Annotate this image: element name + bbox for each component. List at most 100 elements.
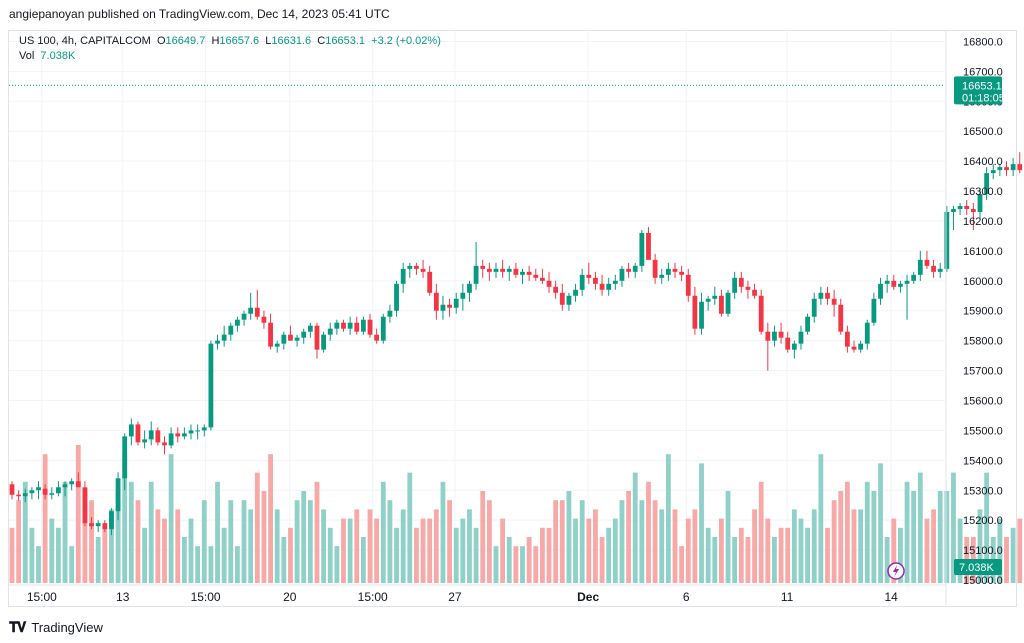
candle-body — [878, 283, 883, 299]
volume-bar — [480, 491, 486, 583]
candle-body — [201, 427, 207, 431]
candle-body — [898, 283, 903, 287]
price-tick-label: 16300.0 — [963, 186, 1003, 198]
tradingview-logo-icon[interactable]: 𝐓𝐕 — [9, 619, 26, 635]
candle-body — [414, 265, 419, 269]
volume-bar — [188, 518, 194, 583]
brand-name[interactable]: TradingView — [31, 620, 103, 635]
candle-body — [268, 322, 273, 347]
candle-body — [347, 322, 353, 329]
candle-body — [533, 274, 539, 278]
candle-body — [301, 331, 307, 338]
volume-bar — [858, 509, 864, 583]
candle-body — [665, 268, 671, 275]
candle-body — [36, 487, 41, 491]
candle-body — [440, 304, 446, 311]
candle-body — [128, 424, 134, 437]
candle-body — [427, 271, 433, 293]
price-tick-label: 16700.0 — [963, 66, 1003, 78]
candles — [9, 84, 1024, 536]
candle-body — [288, 334, 293, 341]
volume-bar — [725, 491, 731, 583]
candle-body — [705, 298, 711, 302]
volume-tag-text: 7.038K — [959, 562, 995, 574]
volume-bar — [155, 509, 161, 583]
candle-body — [699, 301, 704, 329]
candle-body — [957, 206, 963, 210]
candle-body — [725, 292, 731, 314]
volume-bar — [606, 527, 612, 583]
candle-body — [380, 316, 386, 341]
candle-body — [679, 271, 685, 275]
candle-body — [274, 343, 280, 347]
volume-bar — [805, 527, 810, 583]
price-tick-label: 15500.0 — [963, 425, 1003, 437]
candle-body — [42, 488, 48, 495]
candle-body — [500, 268, 506, 272]
time-axis[interactable]: 15:00 13 15:00 20 15:00 27 Dec 6 11 14 — [9, 584, 945, 604]
volume-bar — [221, 527, 227, 583]
candle-body — [69, 481, 75, 485]
candle-body — [148, 430, 154, 440]
candle-body — [745, 286, 751, 290]
candle-body — [155, 430, 161, 443]
volume-bar — [168, 454, 174, 583]
candle-body — [162, 442, 167, 446]
volume-bar — [89, 500, 94, 583]
chart-legend: US 100, 4h, CAPITALCOM O16649.7 H16657.6… — [19, 34, 441, 64]
volume-bar — [546, 527, 552, 583]
volume-bar — [632, 472, 638, 583]
candle-body — [884, 280, 890, 284]
candle-body — [102, 523, 108, 530]
volume-bar — [102, 527, 108, 583]
volume-bar — [752, 509, 757, 583]
candle-body — [447, 304, 452, 308]
volume-bar — [1004, 537, 1009, 583]
candle-body — [49, 493, 55, 495]
volume-bar — [951, 472, 956, 583]
low-value: 16631.6 — [271, 35, 312, 47]
volume-bar — [22, 481, 28, 583]
candle-body — [924, 259, 930, 266]
volume-bar — [307, 500, 313, 583]
volume-bar — [82, 491, 88, 583]
candle-body — [579, 274, 585, 290]
time-tick-label: 6 — [683, 590, 690, 604]
volume-bar — [811, 509, 817, 583]
open-label: O — [156, 35, 166, 47]
time-tick-label: 20 — [283, 590, 297, 604]
candle-body — [977, 194, 983, 213]
volume-bar — [400, 509, 406, 583]
candle-body — [818, 292, 824, 299]
symbol-label[interactable]: US 100, 4h, CAPITALCOM — [19, 35, 151, 47]
volume-row: Vol 7.038K — [19, 49, 441, 64]
volume-bar — [195, 546, 201, 583]
candle-body — [307, 325, 313, 332]
candle-body — [593, 277, 598, 284]
candle-body — [360, 319, 366, 332]
volume-bar — [646, 481, 651, 583]
candle-body — [181, 433, 187, 437]
candle-body — [685, 274, 691, 296]
candle-body — [825, 292, 830, 299]
volume-bar — [659, 509, 665, 583]
volume-bar — [898, 527, 903, 583]
volume-bar — [911, 491, 917, 583]
candle-body — [221, 334, 227, 341]
candle-body — [453, 298, 459, 308]
volume-bar — [738, 527, 744, 583]
candle-body — [606, 283, 612, 290]
time-tick-label: 15:00 — [27, 590, 57, 604]
lightning-icon[interactable] — [887, 562, 905, 580]
time-tick-label: Dec — [577, 590, 599, 604]
volume-bar — [473, 527, 479, 583]
volume-bar — [957, 518, 963, 583]
candle-body — [321, 334, 327, 350]
volume-bar — [984, 472, 990, 583]
candle-body — [467, 283, 472, 293]
volume-bar — [944, 491, 950, 583]
candle-body — [844, 331, 850, 347]
candle-body — [858, 343, 864, 350]
volume-bar — [520, 546, 525, 583]
